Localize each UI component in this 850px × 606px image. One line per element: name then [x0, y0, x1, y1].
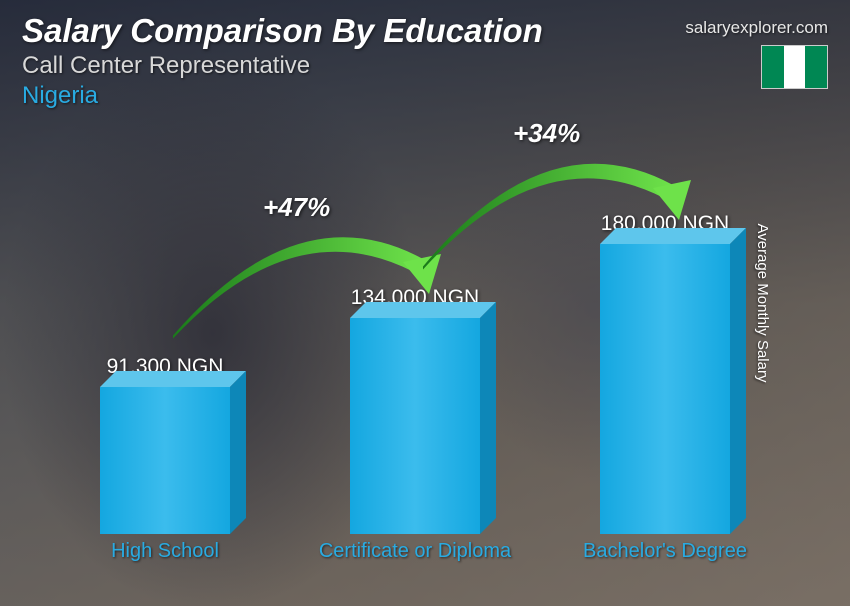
arc-label: +34% — [513, 118, 580, 149]
job-subtitle: Call Center Representative — [22, 52, 828, 80]
flag-stripe-right — [805, 46, 827, 88]
flag-stripe-middle — [784, 46, 806, 88]
flag-stripe-left — [762, 46, 784, 88]
country-label: Nigeria — [22, 82, 828, 110]
country-flag — [761, 45, 828, 89]
watermark: salaryexplorer.com — [685, 18, 828, 38]
arc-arrow — [40, 130, 790, 594]
arc-ribbon — [423, 164, 673, 270]
chart-area: 91,300 NGN134,000 NGN180,000 NGN High Sc… — [40, 130, 790, 594]
